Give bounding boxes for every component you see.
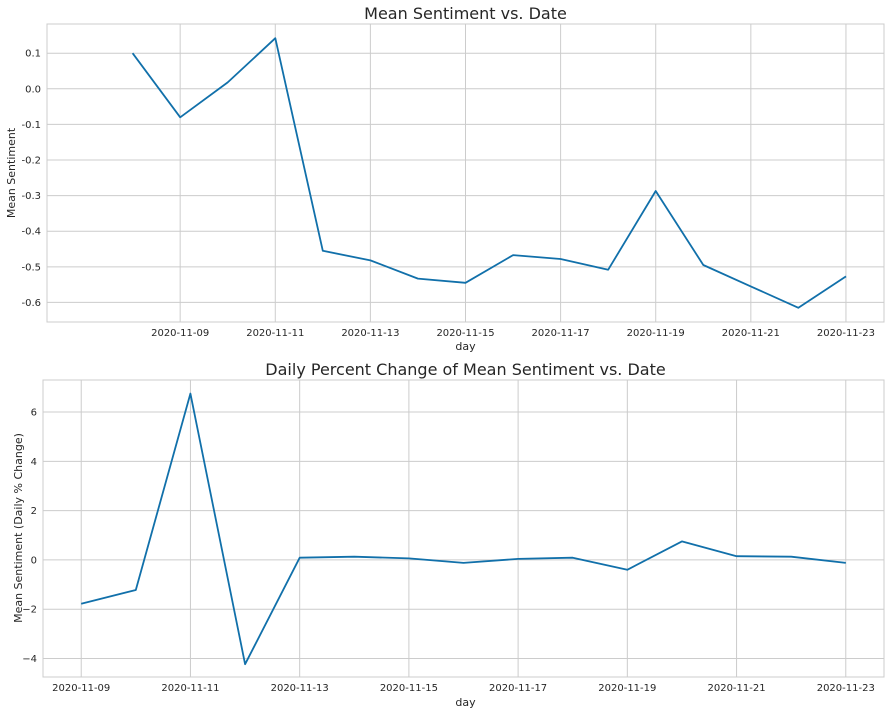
y-axis-label: Mean Sentiment: [5, 127, 18, 218]
x-tick-label: 2020-11-09: [52, 683, 110, 694]
x-tick-label: 2020-11-21: [722, 328, 780, 339]
y-tick-label: 0.0: [25, 84, 41, 95]
x-tick-label: 2020-11-13: [341, 328, 399, 339]
plot-frame: [46, 23, 885, 323]
chart-title: Mean Sentiment vs. Date: [364, 4, 567, 23]
x-tick-label: 2020-11-17: [532, 328, 590, 339]
chart-title: Daily Percent Change of Mean Sentiment v…: [265, 360, 665, 379]
y-tick-label: 0.1: [25, 49, 41, 60]
y-axis-label: Mean Sentiment (Daily % Change): [12, 433, 25, 623]
y-tick-label: 6: [31, 408, 37, 419]
x-tick-label: 2020-11-23: [817, 683, 875, 694]
series-line: [131, 37, 847, 309]
y-tick-label: -0.2: [21, 156, 41, 167]
mean-sentiment-chart: Mean Sentiment vs. Date day Mean Sentime…: [5, 4, 885, 353]
y-tick-label: -0.5: [21, 262, 41, 273]
x-tick-label: 2020-11-09: [151, 328, 209, 339]
y-tick-label: −4: [22, 654, 37, 665]
x-tick-label: 2020-11-11: [161, 683, 219, 694]
y-tick-label: -0.3: [21, 191, 41, 202]
y-tick-label: 4: [31, 457, 37, 468]
x-axis-label: day: [455, 340, 476, 353]
series-line: [80, 392, 846, 666]
x-tick-label: 2020-11-11: [246, 328, 304, 339]
x-tick-label: 2020-11-19: [627, 328, 685, 339]
y-tick-label: 0: [31, 555, 37, 566]
plot-frame: [42, 379, 885, 678]
x-tick-label: 2020-11-17: [489, 683, 547, 694]
x-tick-label: 2020-11-21: [707, 683, 765, 694]
y-tick-label: -0.6: [21, 298, 41, 309]
x-axis-label: day: [455, 696, 476, 709]
daily-percent-change-chart: Daily Percent Change of Mean Sentiment v…: [12, 360, 885, 709]
x-tick-label: 2020-11-19: [598, 683, 656, 694]
y-tick-label: 2: [31, 506, 37, 517]
x-tick-label: 2020-11-15: [380, 683, 438, 694]
x-tick-label: 2020-11-13: [271, 683, 329, 694]
y-tick-label: −2: [22, 605, 37, 616]
y-tick-label: -0.1: [21, 120, 41, 131]
x-tick-label: 2020-11-15: [436, 328, 494, 339]
x-tick-label: 2020-11-23: [817, 328, 875, 339]
y-tick-label: -0.4: [21, 227, 41, 238]
